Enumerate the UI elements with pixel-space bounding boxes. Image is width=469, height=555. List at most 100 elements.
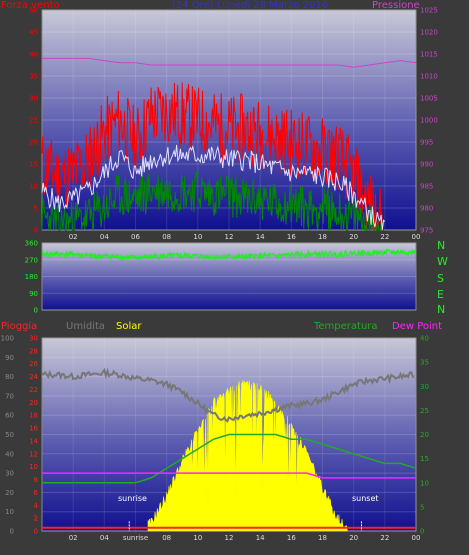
tick-label: 80 xyxy=(5,373,14,381)
tick-label: 60 xyxy=(5,412,14,420)
humidity-axis-label: Umidita xyxy=(66,321,106,332)
tick-label: 30 xyxy=(5,470,14,478)
chart-title: (24 Ore) Lunedì 28 Marzo 2016 xyxy=(172,0,329,11)
tick-label: 0 xyxy=(34,227,38,235)
tick-label: 00 xyxy=(412,534,421,542)
tick-label: 0 xyxy=(34,307,38,315)
wind-direction-series xyxy=(41,247,417,262)
tick-label: 8 xyxy=(34,476,38,484)
wind-axis-label: Forza vento xyxy=(1,0,60,11)
pressure-axis-label: Pressione xyxy=(372,0,420,11)
tick-label: 20 xyxy=(5,489,14,497)
compass-n-top: N xyxy=(437,239,446,252)
tick-label: 1010 xyxy=(420,73,438,81)
tick-label: 10 xyxy=(29,183,38,191)
tick-label: 10 xyxy=(29,463,38,471)
tick-label: 30 xyxy=(29,335,38,343)
tick-label: 22 xyxy=(380,534,389,542)
tick-label: 980 xyxy=(420,205,433,213)
tick-label: 14 xyxy=(256,534,265,542)
dewpoint-axis-label: Dew Point xyxy=(392,321,443,332)
tick-label: 20 xyxy=(29,139,38,147)
wind-avg-series xyxy=(41,144,386,231)
pressure-series xyxy=(42,57,417,68)
tick-label: 18 xyxy=(318,534,327,542)
tick-label: 1025 xyxy=(420,7,438,15)
tick-label: 04 xyxy=(100,534,109,542)
solar-series xyxy=(147,380,348,532)
tick-label: 02 xyxy=(69,534,78,542)
tick-label: 30 xyxy=(420,383,429,391)
tick-label: 30 xyxy=(29,95,38,103)
tick-label: 40 xyxy=(420,335,429,343)
tick-label: 2 xyxy=(34,515,38,523)
tick-label: 25 xyxy=(420,407,429,415)
tick-label: 4 xyxy=(34,502,39,510)
tick-label: 22 xyxy=(29,386,38,394)
tick-label: 20 xyxy=(349,233,358,241)
tick-label: 06 xyxy=(131,233,140,241)
tick-label: 0 xyxy=(420,528,424,536)
temperature-series xyxy=(42,433,417,484)
tick-label: 40 xyxy=(5,450,14,458)
dewpoint-series xyxy=(42,472,416,479)
tick-label: 5 xyxy=(34,205,38,213)
temperature-axis-label: Temperatura xyxy=(314,321,378,332)
tick-label: 25 xyxy=(29,117,38,125)
tick-label: 20 xyxy=(349,534,358,542)
humidity-series xyxy=(41,367,415,423)
tick-label: 12 xyxy=(225,534,234,542)
tick-label: 14 xyxy=(29,437,38,445)
tick-label: 90 xyxy=(29,290,38,298)
tick-label: 35 xyxy=(420,359,429,367)
tick-label: 1015 xyxy=(420,51,438,59)
tick-label: 16 xyxy=(287,534,296,542)
tick-label: 02 xyxy=(69,233,78,241)
tick-label: 270 xyxy=(25,256,38,264)
tick-label: 16 xyxy=(287,233,296,241)
rain-axis-label: Pioggia xyxy=(1,321,38,332)
tick-label: 100 xyxy=(1,335,14,343)
tick-label: 12 xyxy=(29,450,38,458)
tick-label: 995 xyxy=(420,139,433,147)
tick-label: sunrise xyxy=(123,534,148,542)
tick-label: 0 xyxy=(34,528,38,536)
tick-label: 50 xyxy=(29,7,38,15)
tick-label: 90 xyxy=(5,354,14,362)
tick-label: 1020 xyxy=(420,29,438,37)
compass-e: E xyxy=(437,288,444,301)
tick-label: 10 xyxy=(193,534,202,542)
tick-label: 24 xyxy=(29,373,38,381)
tick-label: 985 xyxy=(420,183,433,191)
tick-label: 18 xyxy=(318,233,327,241)
tick-label: 15 xyxy=(420,455,429,463)
tick-label: 08 xyxy=(162,534,171,542)
tick-label: 0 xyxy=(10,528,14,536)
tick-label: 00 xyxy=(412,233,421,241)
compass-w: W xyxy=(437,255,448,268)
tick-label: 04 xyxy=(100,233,109,241)
tick-label: 45 xyxy=(29,29,38,37)
tick-label: 40 xyxy=(29,51,38,59)
tick-label: 20 xyxy=(29,399,38,407)
tick-label: 1005 xyxy=(420,95,438,103)
sunset-annotation: sunset xyxy=(352,494,379,503)
tick-label: 18 xyxy=(29,412,38,420)
solar-label: Solar xyxy=(116,321,142,332)
tick-label: 10 xyxy=(420,479,429,487)
tick-label: 15 xyxy=(29,161,38,169)
tick-label: 6 xyxy=(34,489,39,497)
tick-label: 180 xyxy=(25,273,38,281)
tick-label: 975 xyxy=(420,227,433,235)
tick-label: 26 xyxy=(29,360,38,368)
tick-label: 35 xyxy=(29,73,38,81)
tick-label: 16 xyxy=(29,425,38,433)
tick-label: 10 xyxy=(193,233,202,241)
tick-label: 10 xyxy=(5,508,14,516)
tick-label: 990 xyxy=(420,161,433,169)
tick-label: 360 xyxy=(25,240,38,248)
tick-label: 1000 xyxy=(420,117,438,125)
compass-n-bottom: N xyxy=(437,303,446,316)
tick-label: 5 xyxy=(420,503,424,511)
